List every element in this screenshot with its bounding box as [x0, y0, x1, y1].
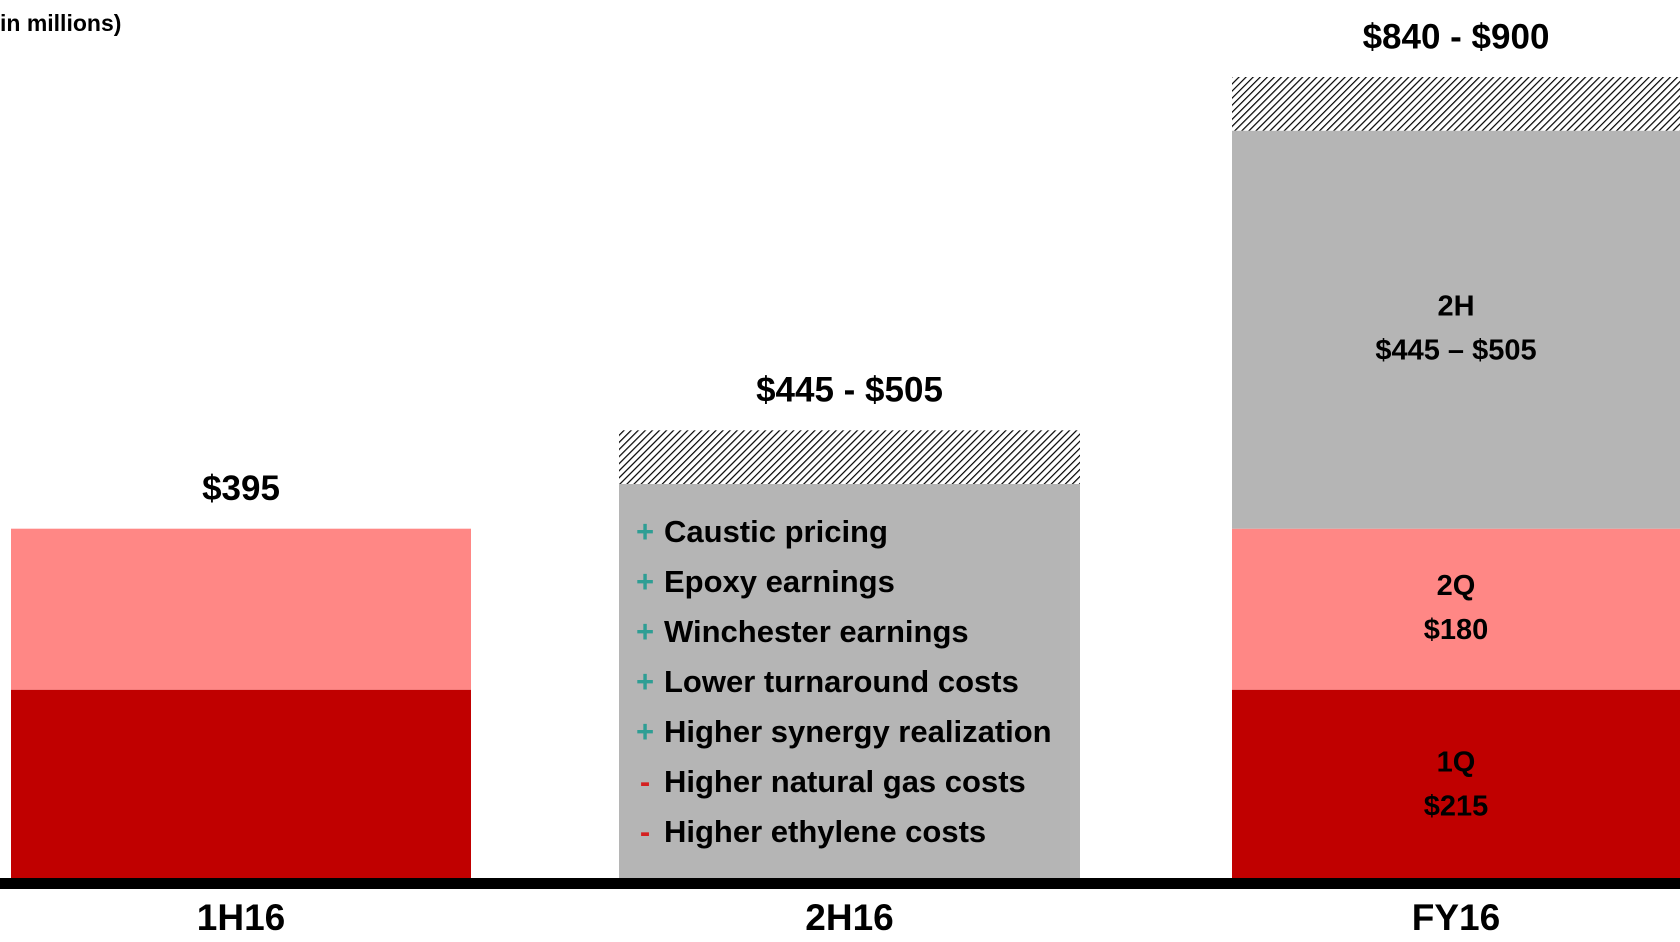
segment-name: 2Q: [1437, 570, 1476, 602]
driver-text: Higher ethylene costs: [664, 814, 986, 849]
range-segment: [1232, 77, 1680, 131]
driver-sign: +: [636, 714, 654, 749]
bar-segment: [1232, 528, 1680, 690]
total-label: $395: [202, 469, 280, 508]
total-label: $445 - $505: [756, 371, 943, 410]
driver-sign: -: [640, 814, 650, 849]
segment-label: $445 – $505: [1375, 334, 1536, 366]
segment-name: 2H: [1437, 290, 1474, 322]
bar-segment: [619, 483, 1080, 882]
segment-name: 1Q: [1437, 747, 1476, 779]
bar-segment: [1232, 130, 1680, 529]
x-tick-label: 1H16: [197, 897, 285, 938]
driver-text: Caustic pricing: [664, 514, 888, 549]
driver-sign: -: [640, 764, 650, 799]
x-tick-label: FY16: [1412, 897, 1500, 938]
range-segment: [619, 430, 1080, 484]
driver-text: Higher synergy realization: [664, 714, 1052, 749]
driver-text: Epoxy earnings: [664, 564, 895, 599]
total-label: $840 - $900: [1363, 17, 1550, 56]
driver-text: Lower turnaround costs: [664, 664, 1019, 699]
driver-text: Winchester earnings: [664, 614, 969, 649]
driver-sign: +: [636, 614, 654, 649]
segment-label: $180: [1424, 614, 1489, 646]
segment-label: $215: [1424, 791, 1489, 823]
driver-text: Higher natural gas costs: [664, 764, 1026, 799]
driver-sign: +: [636, 564, 654, 599]
chart-title: in millions): [0, 10, 121, 36]
x-tick-label: 2H16: [805, 897, 893, 938]
bar-segment: [11, 528, 471, 690]
driver-sign: +: [636, 514, 654, 549]
axis-line: [0, 878, 1680, 889]
bar-segment: [11, 689, 471, 882]
driver-sign: +: [636, 664, 654, 699]
bar-segment: [1232, 689, 1680, 882]
